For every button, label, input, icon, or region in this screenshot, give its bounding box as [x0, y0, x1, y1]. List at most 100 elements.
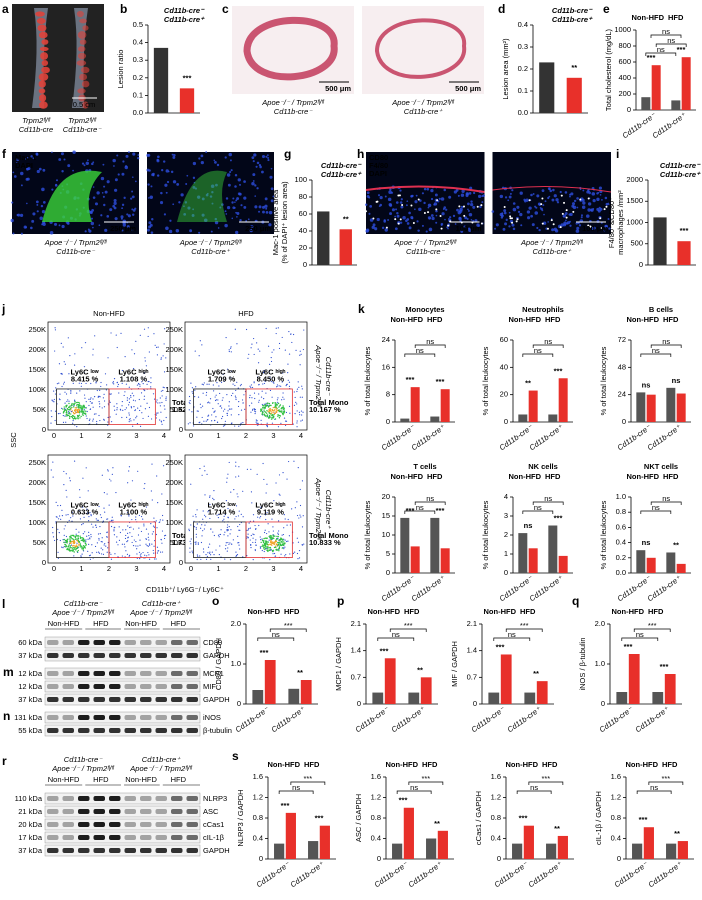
event — [294, 413, 295, 414]
event — [70, 542, 71, 543]
event — [91, 536, 92, 537]
nucleus — [26, 178, 29, 181]
nucleus — [525, 198, 528, 201]
band — [78, 697, 90, 702]
positive-cell — [413, 222, 415, 224]
event — [157, 550, 158, 551]
significance: ns — [544, 494, 552, 503]
nucleus — [116, 154, 118, 156]
nucleus — [392, 208, 395, 211]
stain-label: DAPI — [369, 169, 387, 178]
nucleus — [147, 154, 150, 157]
nucleus — [536, 227, 538, 229]
event — [117, 382, 118, 383]
nucleus — [470, 200, 472, 202]
nucleus — [443, 208, 445, 210]
nucleus — [67, 222, 70, 225]
nucleus — [243, 206, 246, 209]
nucleus — [389, 188, 391, 190]
nucleus — [407, 222, 410, 225]
event — [157, 547, 158, 548]
caption: Apoe⁻/⁻ / Trpm2ᶠˡ/ᶠˡ — [261, 98, 325, 107]
event — [111, 520, 112, 521]
nucleus — [599, 207, 601, 209]
event — [74, 403, 75, 404]
y-tick-label: 250K — [28, 458, 46, 467]
y-tick-label: 500 — [630, 239, 643, 248]
event — [280, 408, 281, 409]
event — [299, 412, 300, 413]
event — [161, 357, 162, 358]
y-tick-label: 0.4 — [616, 538, 626, 547]
caption: Trpm2ᶠˡ/ᶠˡ — [68, 116, 97, 125]
event — [289, 353, 290, 354]
event — [273, 416, 274, 417]
nucleus — [431, 217, 434, 220]
event — [79, 417, 80, 418]
gate-label: 1.100 % — [120, 508, 148, 517]
event — [76, 404, 77, 405]
event — [248, 529, 249, 530]
panel-letter: f — [2, 147, 7, 161]
nucleus — [227, 173, 230, 176]
x-tick-label: 2 — [244, 431, 248, 440]
band — [125, 796, 137, 801]
event — [269, 544, 270, 545]
band — [140, 715, 152, 720]
positive-cell — [441, 228, 443, 230]
event — [149, 559, 150, 560]
nucleus — [565, 191, 568, 194]
event — [278, 409, 279, 410]
event — [196, 509, 197, 510]
event — [271, 357, 272, 358]
event — [76, 534, 77, 535]
nucleus — [572, 202, 575, 205]
plaque — [41, 67, 50, 74]
event — [297, 558, 298, 559]
bar — [372, 693, 383, 704]
y-tick-label: 100K — [165, 518, 183, 527]
condition: Non-HFD — [48, 775, 80, 784]
band — [171, 848, 183, 853]
event — [93, 349, 94, 350]
y-tick-label: 0 — [357, 699, 361, 708]
y-tick-label: 0.3 — [133, 55, 143, 64]
event — [288, 461, 289, 462]
event — [88, 399, 89, 400]
event — [146, 403, 147, 404]
panel-letter: p — [337, 594, 344, 608]
band — [63, 809, 75, 814]
nucleus — [131, 191, 133, 193]
y-axis-label: cCas1 / GAPDH — [474, 791, 483, 845]
event — [279, 348, 280, 349]
plaque — [80, 39, 87, 45]
event — [214, 420, 215, 421]
nucleus — [39, 216, 43, 220]
nucleus — [576, 197, 579, 200]
nucleus — [113, 165, 115, 167]
event — [88, 535, 89, 536]
event — [70, 547, 71, 548]
plaque — [40, 47, 49, 51]
event — [153, 526, 154, 527]
nucleus — [406, 204, 408, 206]
nucleus — [501, 216, 503, 218]
event — [80, 538, 81, 539]
event — [266, 484, 267, 485]
event — [116, 536, 117, 537]
event — [219, 534, 220, 535]
event — [255, 539, 256, 540]
event — [54, 350, 55, 351]
nucleus — [148, 169, 151, 172]
nucleus — [401, 198, 403, 200]
positive-cell — [463, 215, 465, 217]
x-tick-label: 4 — [299, 431, 303, 440]
nucleus — [55, 184, 57, 186]
nucleus — [214, 161, 217, 164]
y-tick-label: 0.4 — [371, 833, 381, 842]
event — [195, 350, 196, 351]
event — [293, 424, 294, 425]
event — [299, 355, 300, 356]
event — [229, 351, 230, 352]
band — [63, 728, 75, 733]
